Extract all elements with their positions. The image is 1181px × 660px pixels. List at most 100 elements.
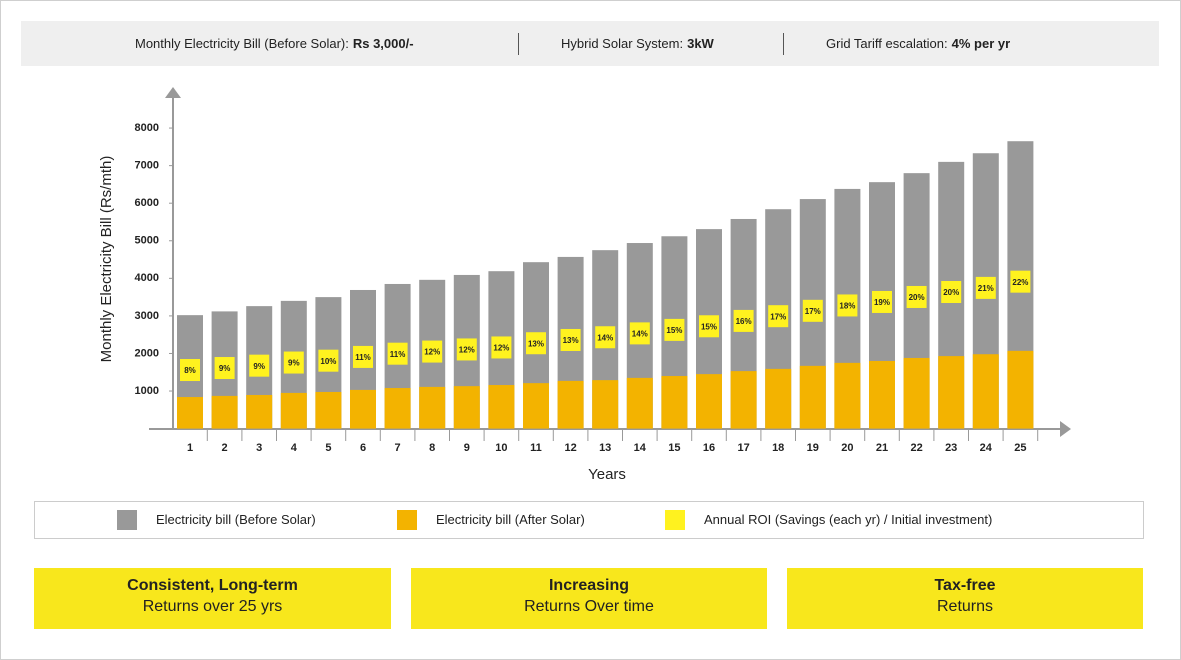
roi-label: 9% (253, 362, 265, 371)
x-tick-label: 13 (599, 442, 611, 454)
x-tick-label: 3 (256, 442, 262, 454)
x-tick-label: 20 (841, 442, 853, 454)
x-tick-label: 8 (429, 442, 435, 454)
roi-label: 18% (839, 302, 855, 311)
x-tick-label: 24 (980, 442, 993, 454)
bar (488, 385, 515, 429)
roi-box (491, 336, 512, 359)
y-tick-label: 1000 (135, 385, 159, 397)
roi-box (283, 351, 304, 374)
bar (869, 360, 895, 429)
x-tick-label: 12 (564, 442, 576, 454)
roi-box (180, 359, 200, 382)
bar (938, 356, 965, 429)
roi-box (941, 281, 962, 304)
roi-box (837, 294, 858, 317)
roi-label: 12% (424, 348, 440, 357)
roi-box (560, 328, 581, 351)
roi-label: 15% (701, 322, 717, 331)
bar (315, 391, 342, 429)
x-tick-label: 25 (1014, 442, 1026, 454)
bar (453, 386, 480, 429)
legend-label: Annual ROI (Savings (each yr) / Initial … (704, 512, 993, 527)
bar (661, 376, 688, 429)
legend-label: Electricity bill (After Solar) (436, 512, 585, 527)
roi-label: 20% (943, 288, 959, 297)
legend-swatch (117, 510, 137, 530)
roi-box (595, 326, 616, 349)
y-tick-label: 2000 (135, 347, 159, 359)
x-tick-label: 21 (876, 442, 888, 454)
card-subtitle: Returns (936, 598, 994, 615)
bar (419, 386, 446, 429)
x-tick-label: 7 (395, 442, 401, 454)
bar (799, 365, 826, 429)
bar (834, 362, 861, 429)
bar (350, 389, 376, 429)
roi-label: 8% (184, 366, 196, 375)
roi-box (318, 349, 339, 372)
bar (523, 383, 549, 429)
separator (783, 33, 784, 55)
x-tick-label: 16 (703, 442, 715, 454)
separator (518, 33, 519, 55)
roi-label: 11% (355, 353, 371, 362)
x-axis-label: Years (588, 466, 626, 483)
roi-box (733, 309, 754, 332)
bar (557, 380, 584, 429)
legend: Electricity bill (Before Solar) Electric… (34, 501, 1144, 539)
header-bar: Monthly Electricity Bill (Before Solar):… (21, 21, 1159, 66)
card: Tax-free Returns (787, 568, 1143, 629)
card-title: Tax-free (934, 577, 996, 594)
card-subtitle: Returns over 25 yrs (142, 598, 283, 615)
bar (730, 371, 757, 429)
roi-label: 17% (805, 307, 821, 316)
roi-box (526, 332, 546, 355)
y-tick-label: 3000 (135, 310, 159, 322)
x-tick-label: 14 (634, 442, 647, 454)
bar (384, 388, 411, 429)
y-tick-label: 7000 (135, 160, 159, 172)
header-item: Hybrid Solar System: 3kW (561, 21, 714, 66)
bar (1007, 350, 1034, 429)
roi-box (802, 299, 823, 322)
bar (280, 392, 307, 429)
roi-label: 14% (632, 329, 648, 338)
roi-label: 9% (219, 364, 231, 373)
roi-label: 9% (288, 359, 300, 368)
roi-box (872, 290, 892, 313)
card-subtitle: Returns Over time (524, 598, 654, 615)
roi-box (664, 318, 685, 341)
header-label: Hybrid Solar System: (561, 36, 684, 51)
roi-box (906, 285, 927, 308)
x-axis-arrow (1060, 421, 1071, 437)
bar (211, 395, 238, 429)
x-tick-label: 11 (530, 442, 542, 454)
roi-label: 21% (978, 284, 994, 293)
roi-label: 10% (320, 357, 336, 366)
bar (592, 380, 619, 429)
legend-swatch (665, 510, 685, 530)
x-tick-label: 23 (945, 442, 957, 454)
card: Consistent, Long-term Returns over 25 yr… (34, 568, 391, 629)
y-axis-arrow (165, 87, 181, 98)
bar (696, 374, 722, 429)
card-title: Consistent, Long-term (127, 577, 298, 594)
x-tick-label: 15 (668, 442, 680, 454)
x-tick-label: 22 (910, 442, 922, 454)
y-axis-label: Monthly Electricity Bill (Rs/mth) (98, 156, 115, 363)
bar (246, 394, 273, 429)
roi-box (768, 305, 789, 328)
roi-box (249, 354, 270, 377)
roi-label: 13% (563, 336, 579, 345)
y-tick-label: 6000 (135, 197, 159, 209)
header-value: 3kW (687, 36, 714, 51)
roi-label: 13% (528, 339, 544, 348)
x-tick-label: 19 (807, 442, 819, 454)
roi-box (975, 276, 996, 299)
bar (177, 397, 203, 429)
x-tick-label: 1 (187, 442, 193, 454)
x-tick-label: 9 (464, 442, 470, 454)
x-tick-label: 18 (772, 442, 784, 454)
